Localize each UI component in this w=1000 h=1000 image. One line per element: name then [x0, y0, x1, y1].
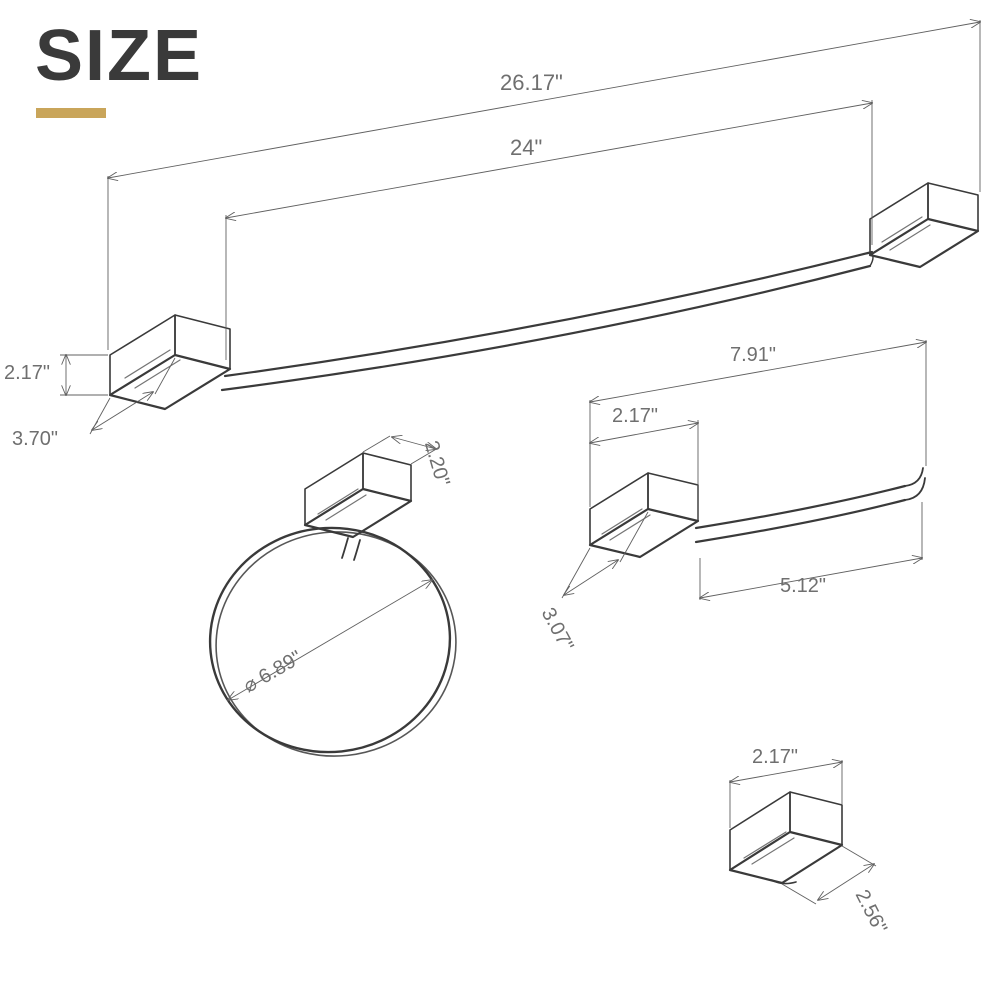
technical-drawing [0, 0, 1000, 1000]
dim-towel-bar-depth: 3.70" [12, 428, 58, 451]
dim-holder-arm: 5.12" [780, 575, 826, 598]
towel-ring-dims [228, 436, 438, 700]
dim-holder-mount-w: 2.17" [612, 405, 658, 428]
diagram-canvas: SIZE [0, 0, 1000, 1000]
dim-holder-overall: 7.91" [730, 344, 776, 367]
hook-sketch [730, 792, 842, 884]
hook-dims [730, 760, 876, 904]
towel-ring-sketch [199, 453, 467, 768]
dim-towel-bar-overall: 26.17" [500, 70, 563, 96]
dim-towel-bar-height: 2.17" [4, 362, 50, 385]
towel-bar-sketch [110, 183, 978, 409]
paper-holder-dims [562, 340, 926, 600]
dim-towel-bar-bar: 24" [510, 135, 542, 161]
paper-holder-sketch [590, 468, 925, 557]
dim-hook-width: 2.17" [752, 746, 798, 769]
